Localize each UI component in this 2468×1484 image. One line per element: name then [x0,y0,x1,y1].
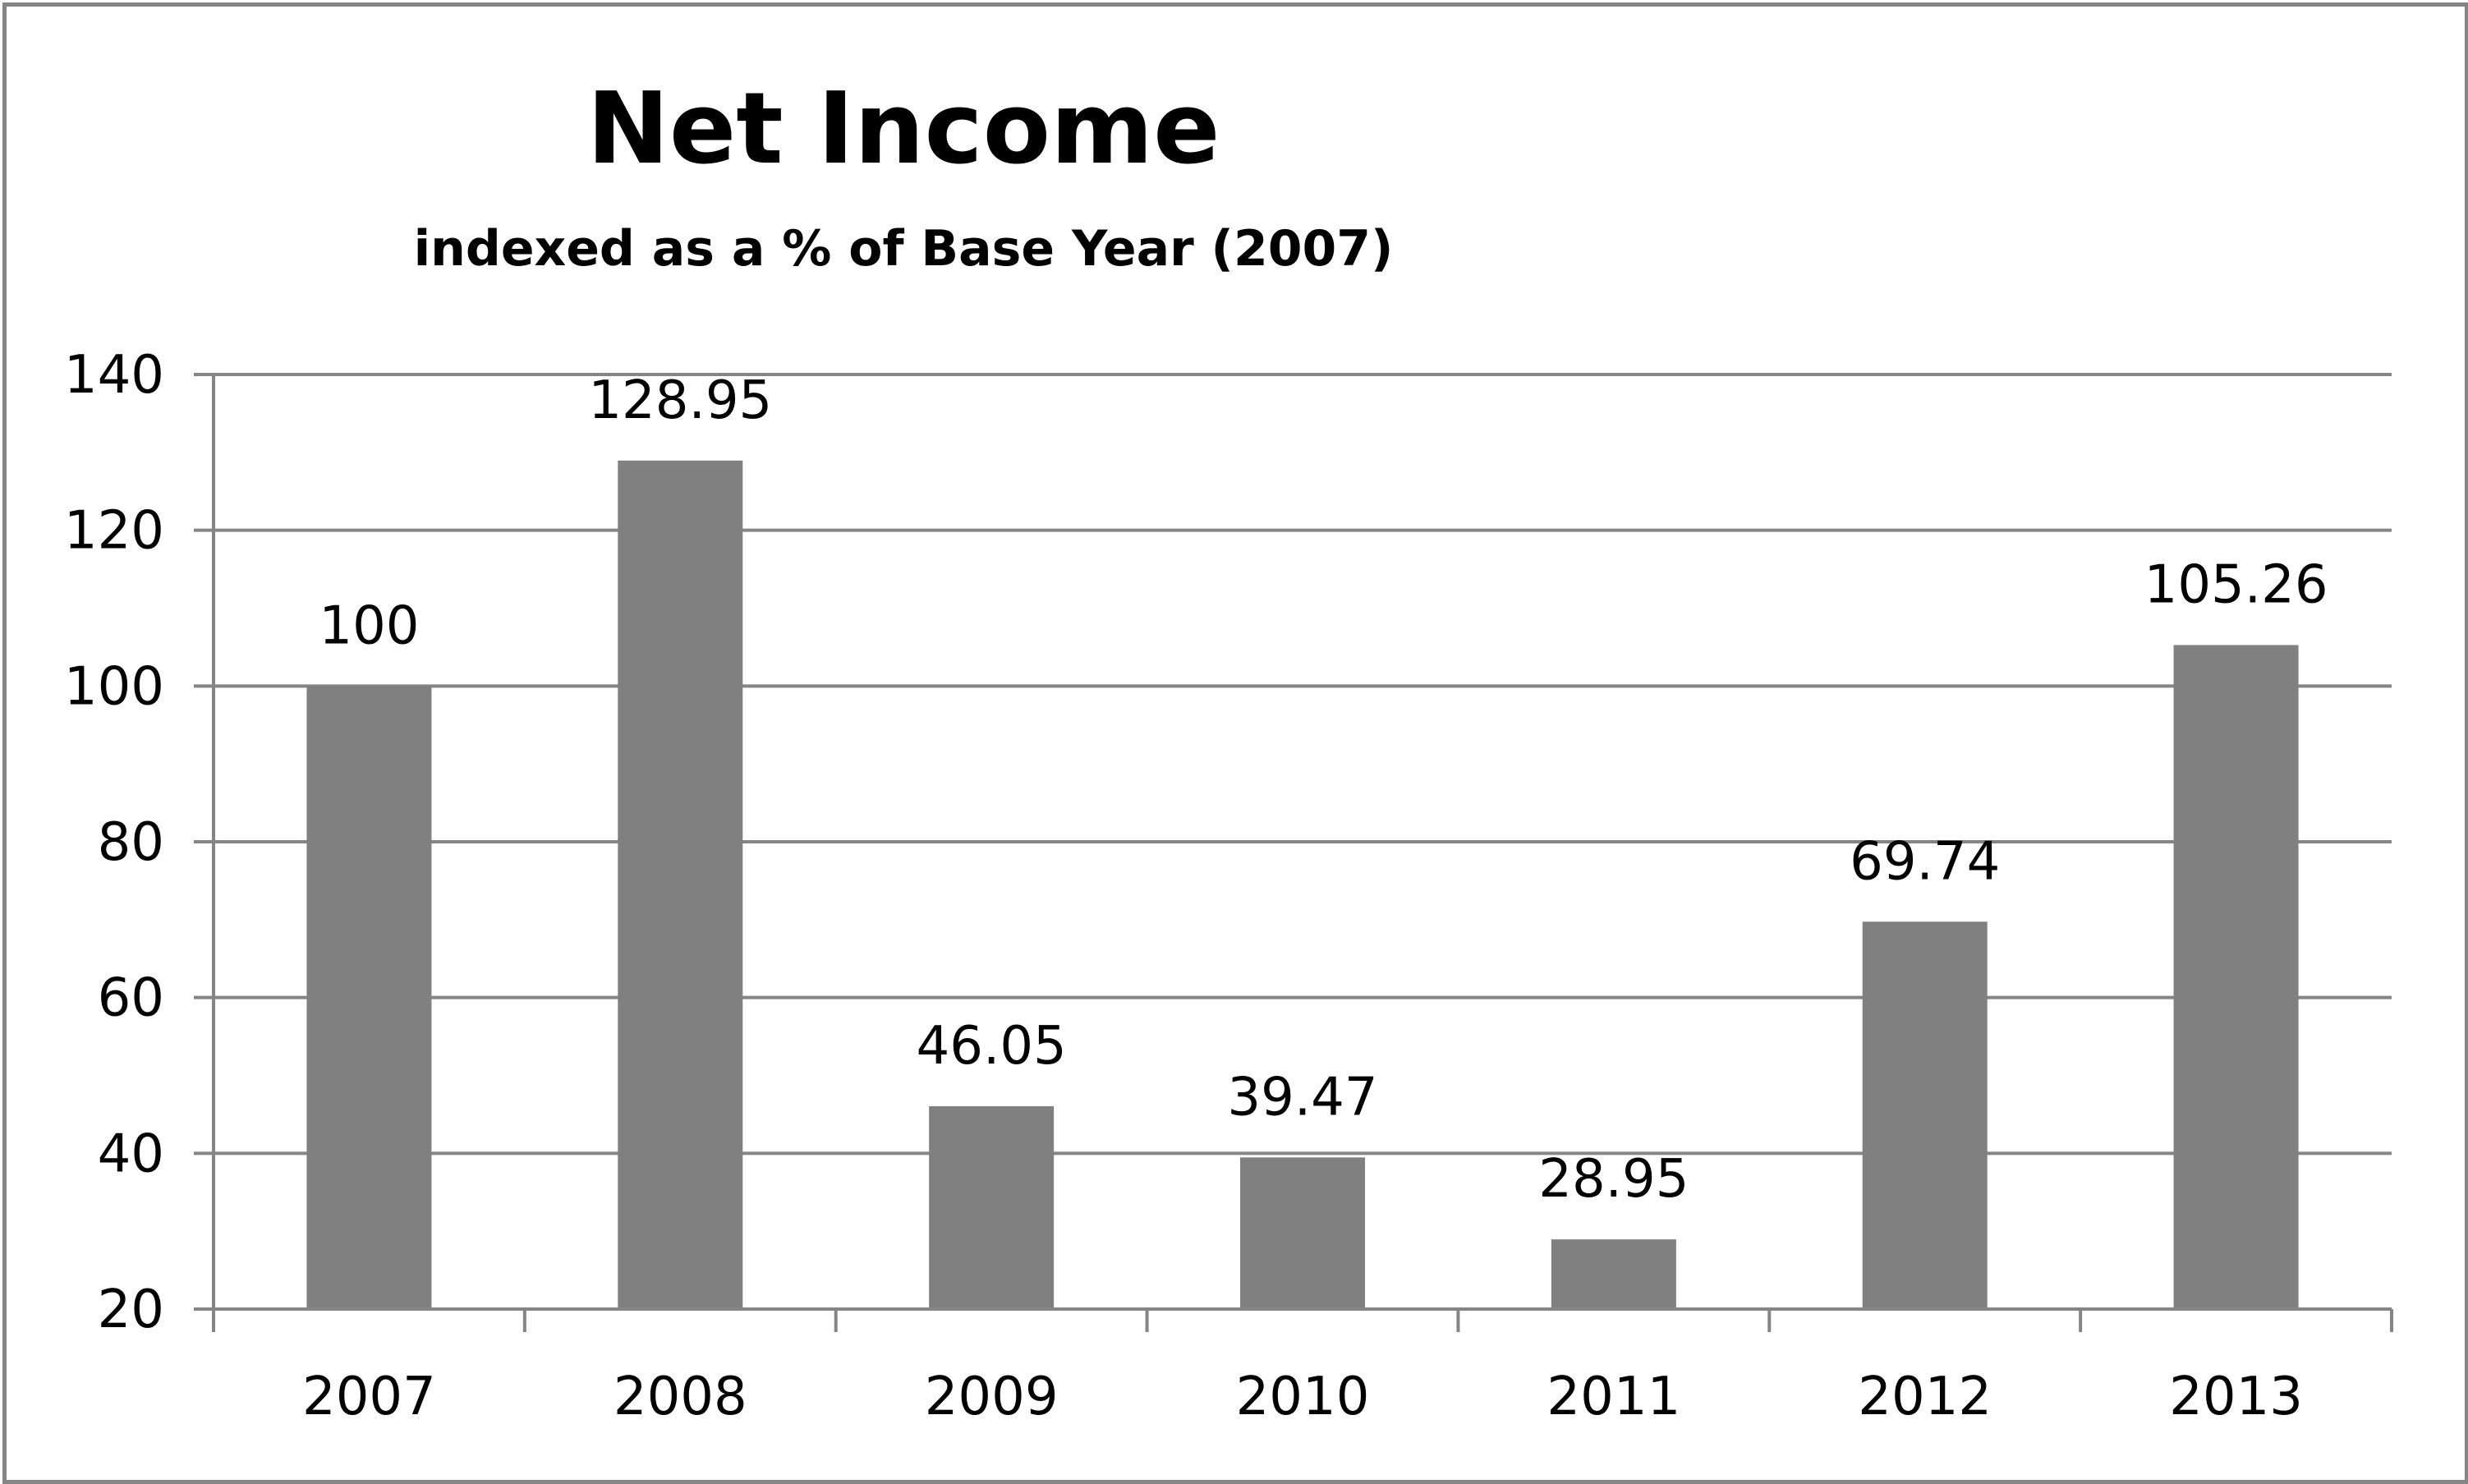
bar [1551,1239,1676,1309]
data-label: 46.05 [917,1016,1067,1077]
x-tick-label: 2007 [302,1367,436,1427]
y-tick-label: 80 [98,812,164,873]
y-tick-label: 20 [98,1280,164,1340]
bar [618,460,743,1310]
x-tick-label: 2010 [1236,1367,1370,1427]
data-label: 128.95 [588,370,772,431]
data-label: 28.95 [1538,1149,1689,1210]
bar [929,1105,1055,1309]
bars [306,460,2299,1310]
bar [1240,1157,1365,1309]
x-tick-label: 2009 [925,1367,1059,1427]
chart-subtitle: indexed as a % of Base Year (2007) [414,220,1394,278]
chart-title: Net Income [586,72,1220,186]
x-tick-label: 2008 [614,1367,747,1427]
y-tick-label: 100 [64,656,164,717]
y-tick-label: 120 [64,501,164,562]
x-tick-label: 2012 [1858,1367,1992,1427]
x-tick-label: 2013 [2169,1367,2303,1427]
bar [2173,645,2299,1309]
data-label: 39.47 [1227,1067,1377,1128]
y-tick-label: 60 [98,968,164,1029]
y-tick-label: 40 [98,1123,164,1184]
labels: 20 40 60 80 100 120 140 2007 100 2008 128.95 2009 46… [64,345,2328,1427]
x-tick-label: 2011 [1547,1367,1680,1427]
bar [306,686,432,1309]
y-tick-label: 140 [64,345,164,406]
data-label: 105.26 [2144,554,2328,615]
data-label: 69.74 [1850,831,2000,892]
gridlines [214,373,2392,1155]
data-label: 100 [319,595,419,656]
bar [1862,921,1988,1309]
axes [194,373,2393,1332]
